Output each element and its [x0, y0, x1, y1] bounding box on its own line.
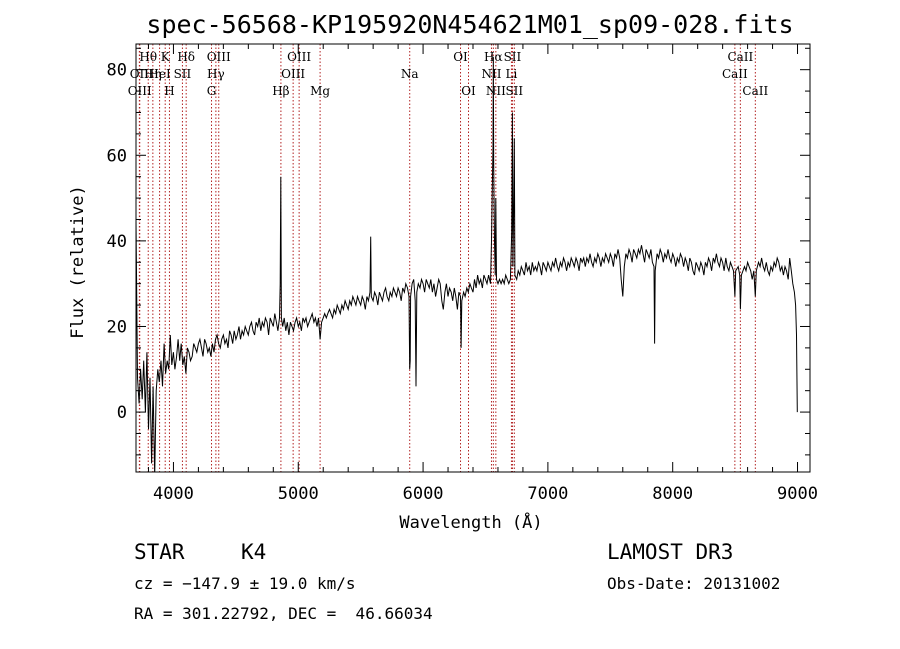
y-tick-label-2: 40: [107, 232, 127, 252]
line-label-15: Na: [401, 67, 419, 81]
line-label-23: Mg: [310, 84, 330, 98]
y-tick-label-3: 60: [107, 146, 127, 166]
spectrum-series-line: [136, 56, 798, 472]
line-label-1: K: [161, 50, 171, 64]
line-label-5: OI: [453, 50, 468, 64]
axis-ticks: 4000 5000 6000 7000 8000 9000 0 20 40 60 80: [107, 44, 818, 504]
object-class: STAR: [134, 540, 185, 564]
redshift-velocity: cz = −147.9 ± 19.0 km/s: [134, 574, 356, 593]
line-label-11: HeI: [148, 67, 171, 81]
x-tick-label-0: 4000: [153, 484, 194, 504]
line-label-4: OIII: [287, 50, 311, 64]
survey-name: LAMOST DR3: [607, 540, 733, 564]
line-label-2: Hδ: [177, 50, 195, 64]
y-tick-label-4: 80: [107, 61, 127, 81]
line-label-3: OIII: [207, 50, 231, 64]
x-tick-label-5: 9000: [777, 484, 818, 504]
observation-date: Obs-Date: 20131002: [607, 574, 780, 593]
line-label-7: SII: [504, 50, 522, 64]
line-label-24: OI: [461, 84, 476, 98]
y-axis-label: Flux (relative): [68, 185, 88, 339]
line-label-25: NII: [486, 84, 506, 98]
x-tick-label-1: 5000: [278, 484, 319, 504]
chart-title: spec-56568-KP195920N454621M01_sp09-028.f…: [146, 10, 793, 39]
coordinates: RA = 301.22792, DEC = 46.66034: [134, 604, 433, 623]
line-label-8: CaII: [727, 50, 753, 64]
line-label-21: G: [207, 84, 217, 98]
y-tick-label-1: 20: [107, 317, 127, 337]
object-subclass: K4: [241, 540, 266, 564]
line-label-17: Li: [506, 67, 518, 81]
line-label-13: Hγ: [207, 67, 225, 81]
x-axis-label: Wavelength (Å): [399, 511, 542, 533]
x-tick-label-2: 6000: [403, 484, 444, 504]
x-tick-label-4: 8000: [652, 484, 693, 504]
line-label-16: NII: [481, 67, 501, 81]
line-label-26: SII: [505, 84, 523, 98]
line-label-18: CaII: [722, 67, 748, 81]
line-label-0: Hθ: [139, 50, 157, 64]
line-label-10: Hη: [144, 67, 162, 81]
line-label-22: Hβ: [272, 84, 289, 98]
line-label-27: CaII: [742, 84, 768, 98]
line-label-12: SII: [174, 67, 192, 81]
x-tick-label-3: 7000: [527, 484, 568, 504]
line-label-14: OIII: [281, 67, 305, 81]
y-tick-label-0: 0: [117, 403, 127, 423]
line-label-20: H: [164, 84, 174, 98]
line-label-9: OII: [130, 67, 150, 81]
